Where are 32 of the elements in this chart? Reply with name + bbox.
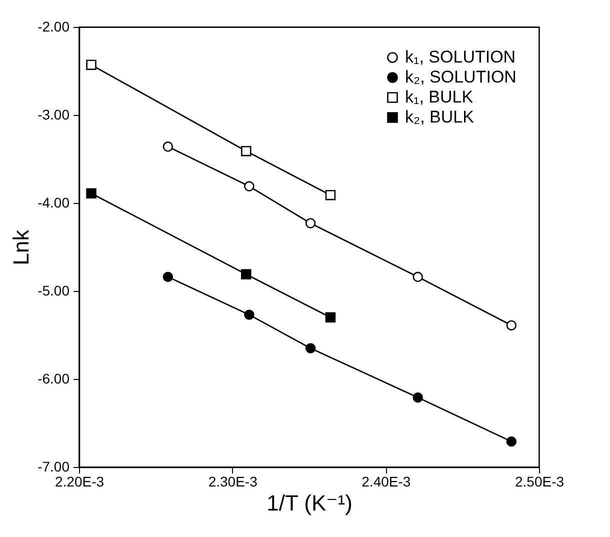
point: [162, 272, 174, 282]
y-tick-label: -4.00: [38, 194, 70, 210]
point: [412, 392, 423, 403]
point: [86, 188, 96, 198]
y-tick-label: -5.00: [38, 282, 70, 298]
point: [241, 269, 252, 280]
legend-label: k₁, BULK: [405, 88, 474, 106]
point: [244, 181, 254, 192]
y-tick-label: -3.00: [38, 106, 70, 122]
point: [506, 320, 517, 330]
x-tick-label: 2.50E-3: [514, 474, 564, 490]
legend-label: k₂, BULK: [405, 108, 475, 126]
point: [241, 146, 252, 156]
point: [412, 272, 423, 282]
point: [244, 310, 254, 320]
point: [506, 436, 517, 447]
point: [162, 142, 174, 152]
point: [305, 218, 316, 228]
point: [325, 190, 336, 200]
y-tick-label: -7.00: [38, 458, 70, 474]
x-tick-label: 2.30E-3: [208, 474, 258, 490]
y-tick-label: -2.00: [38, 18, 70, 34]
point: [86, 60, 96, 70]
point: [305, 343, 316, 354]
point: [325, 312, 336, 323]
x-axis-title: 1/T (K⁻¹): [266, 490, 352, 516]
x-tick-label: 2.40E-3: [362, 474, 411, 490]
y-tick-label: -6.00: [38, 370, 70, 386]
legend-label: k₂, SOLUTION: [405, 68, 516, 86]
y-axis-title: Lnk: [8, 228, 34, 266]
legend-label: k₁, SOLUTION: [405, 48, 516, 66]
x-tick-label: 2.20E-3: [54, 474, 104, 490]
